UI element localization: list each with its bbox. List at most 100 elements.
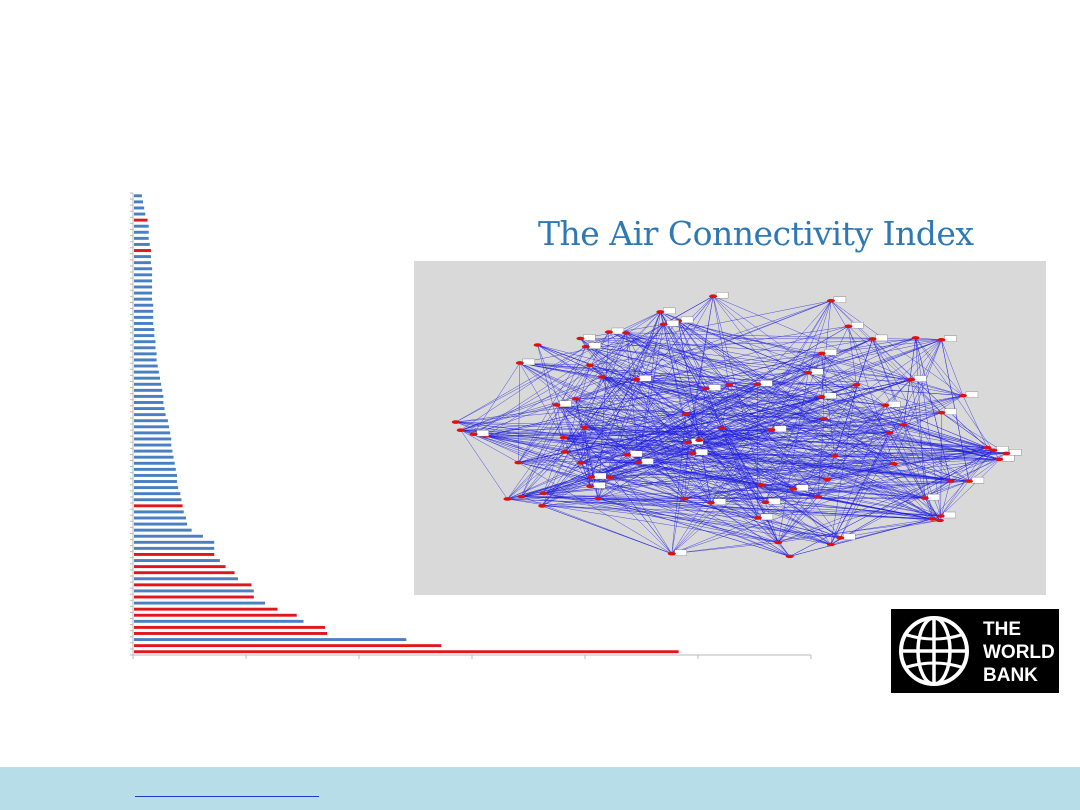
network-node: [604, 330, 613, 334]
network-node: [581, 344, 590, 349]
node-label-box: [611, 327, 625, 335]
bar: [134, 388, 163, 392]
network-node: [538, 504, 547, 508]
network-node: [983, 445, 992, 450]
bar: [134, 425, 170, 429]
network-node: [1002, 451, 1011, 456]
node-label-box: [768, 498, 781, 505]
network-node: [634, 460, 643, 465]
network-node: [928, 517, 937, 521]
bar: [134, 309, 154, 313]
node-label-box: [774, 425, 787, 433]
network-node: [757, 483, 766, 487]
network-node: [817, 395, 826, 399]
node-label-box: [674, 549, 687, 556]
bar: [134, 267, 153, 271]
bar: [134, 516, 186, 520]
bar: [134, 236, 149, 240]
bar: [134, 249, 151, 252]
network-node: [935, 518, 944, 523]
network-node: [774, 540, 783, 545]
network-node: [844, 324, 853, 329]
network-node: [594, 496, 603, 501]
network-node: [785, 554, 794, 559]
bar: [134, 559, 220, 562]
network-node: [836, 536, 845, 540]
node-label-box: [713, 498, 727, 505]
bar: [134, 297, 153, 301]
bar: [134, 401, 164, 404]
bar: [134, 632, 328, 635]
network-node: [667, 551, 676, 556]
network-node: [709, 294, 718, 299]
footer-link[interactable]: [135, 796, 319, 797]
network-node: [817, 351, 826, 356]
node-label-box: [927, 493, 940, 501]
network-node: [936, 514, 945, 518]
node-label-box: [1009, 449, 1022, 456]
network-node: [552, 403, 561, 407]
bar: [134, 285, 153, 289]
logo-line: WORLD: [983, 642, 1055, 663]
network-node: [725, 383, 734, 387]
network-node: [823, 477, 832, 482]
bar: [134, 625, 325, 629]
network-node: [684, 440, 693, 445]
bar: [134, 540, 215, 544]
node-label-box: [965, 391, 979, 398]
network-node: [937, 338, 946, 342]
network-node: [598, 375, 607, 379]
network-node: [989, 448, 998, 453]
bar: [134, 334, 155, 338]
bar: [134, 273, 153, 277]
logo-line: BANK: [983, 665, 1038, 686]
network-node: [622, 331, 631, 335]
network-node: [889, 462, 898, 466]
network-edges: [455, 295, 1007, 557]
bar: [134, 206, 145, 210]
network-node: [813, 494, 822, 499]
network-node: [571, 397, 580, 401]
bar: [134, 431, 171, 435]
network-node: [585, 363, 594, 368]
bar: [134, 382, 162, 386]
network-node: [503, 497, 512, 501]
network-node: [964, 479, 973, 483]
bar: [134, 583, 252, 587]
network-node: [469, 432, 478, 437]
bar: [134, 577, 238, 581]
bar: [134, 595, 254, 599]
node-label-box: [824, 392, 837, 399]
bar: [134, 346, 156, 350]
bar-chart: [130, 192, 812, 659]
bar: [134, 419, 168, 423]
network-node: [819, 416, 828, 421]
node-label-box: [630, 450, 643, 458]
bar: [134, 607, 278, 611]
bar: [134, 498, 182, 502]
network-node: [946, 479, 955, 483]
network-node: [515, 361, 524, 365]
network-node: [586, 484, 595, 489]
network-node: [539, 491, 548, 496]
bar: [134, 492, 181, 496]
bar: [134, 321, 154, 325]
bar: [134, 230, 149, 234]
node-label-box: [875, 334, 888, 342]
bar: [134, 255, 151, 259]
network-node: [995, 457, 1004, 462]
network-node: [587, 475, 596, 479]
bar: [134, 480, 177, 483]
network-node: [937, 410, 946, 415]
node-label-box: [663, 307, 676, 315]
world-bank-logo: THE WORLD BANK: [891, 609, 1059, 693]
node-label-box: [708, 384, 721, 391]
network-node: [706, 500, 715, 505]
bar: [134, 455, 174, 459]
network-node: [881, 403, 890, 408]
network-node: [852, 383, 861, 387]
network-node: [559, 435, 568, 440]
bar: [134, 467, 176, 471]
bar: [134, 358, 157, 362]
chart-title: The Air Connectivity Index: [538, 214, 974, 253]
